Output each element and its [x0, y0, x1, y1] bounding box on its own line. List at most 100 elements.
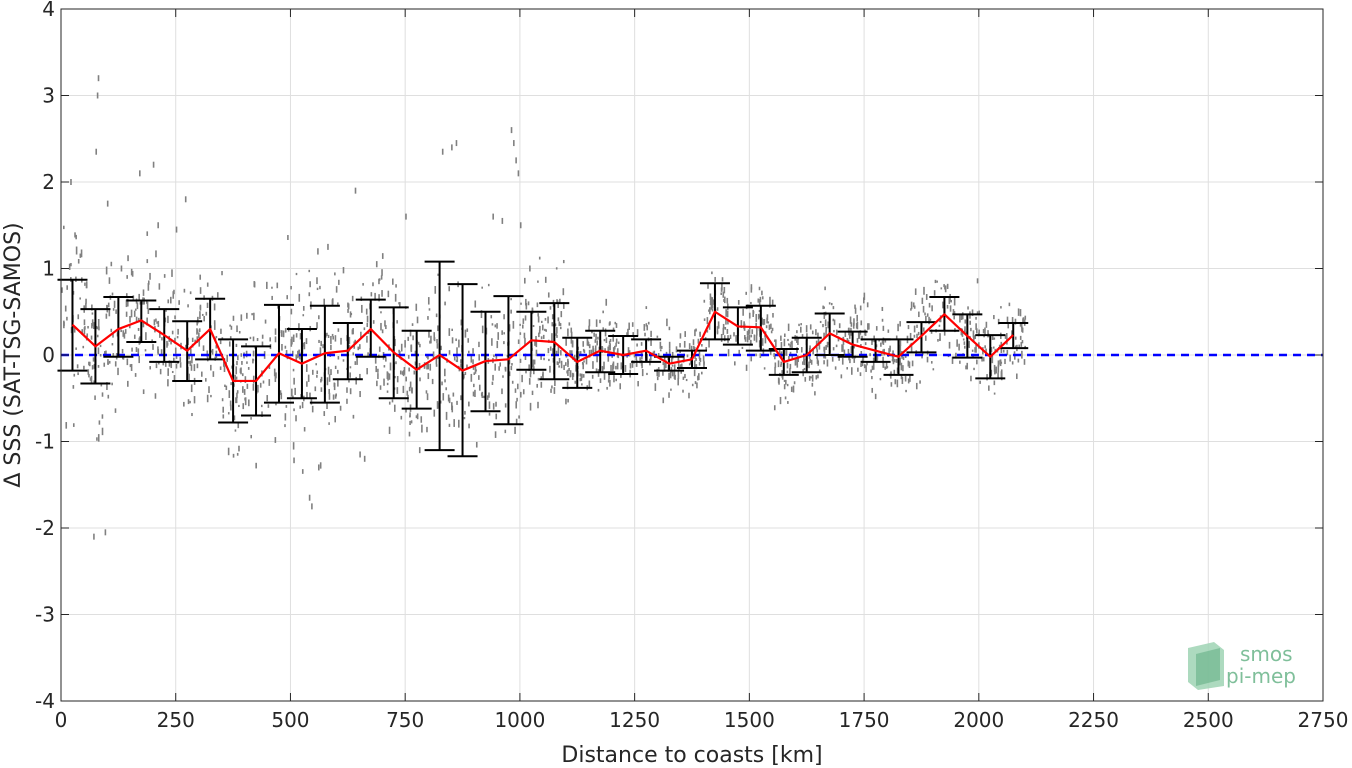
raw-point: [750, 334, 753, 338]
raw-point: [508, 324, 511, 332]
raw-point: [337, 356, 340, 360]
raw-point: [679, 350, 681, 354]
raw-point: [1021, 327, 1024, 333]
raw-point: [330, 369, 332, 375]
raw-point: [124, 329, 127, 334]
raw-point: [722, 327, 725, 335]
raw-point: [857, 367, 859, 372]
raw-point: [442, 393, 445, 401]
raw-point: [77, 258, 80, 264]
raw-point: [128, 324, 131, 329]
raw-point: [495, 413, 498, 420]
raw-point: [944, 285, 947, 293]
raw-point: [537, 377, 540, 381]
raw-point: [992, 346, 995, 349]
raw-point: [633, 354, 636, 358]
raw-point: [599, 378, 602, 383]
raw-point: [108, 309, 111, 317]
raw-point: [725, 318, 727, 325]
raw-point: [468, 350, 470, 354]
raw-point: [595, 333, 597, 340]
raw-point: [810, 376, 812, 379]
raw-point: [828, 302, 831, 305]
raw-point: [101, 392, 104, 397]
raw-point: [696, 382, 698, 389]
x-tick-label: 750: [386, 708, 424, 732]
raw-point: [748, 334, 751, 340]
raw-point: [539, 325, 541, 331]
raw-point: [242, 403, 245, 410]
raw-point: [686, 354, 689, 358]
x-tick-label: 2500: [1183, 708, 1234, 732]
raw-point: [497, 332, 500, 340]
raw-point: [1000, 361, 1003, 364]
raw-point: [997, 318, 1000, 325]
raw-point: [929, 318, 932, 321]
raw-point: [549, 346, 552, 351]
raw-point: [551, 322, 554, 327]
raw-point: [255, 462, 257, 469]
raw-point: [973, 367, 975, 371]
raw-point: [75, 234, 77, 240]
raw-point: [531, 390, 534, 396]
raw-point: [1024, 315, 1027, 320]
raw-point: [559, 323, 562, 327]
raw-point: [352, 414, 355, 419]
raw-point: [874, 393, 877, 400]
raw-point: [237, 355, 239, 361]
raw-point: [428, 331, 430, 338]
raw-point: [198, 339, 201, 347]
raw-point: [677, 371, 680, 380]
raw-point: [98, 420, 101, 425]
raw-point: [897, 323, 899, 332]
raw-point: [295, 354, 298, 361]
raw-point: [876, 354, 879, 359]
raw-point: [695, 328, 697, 332]
raw-point: [824, 286, 826, 291]
raw-point: [792, 385, 795, 393]
raw-point: [492, 374, 494, 381]
raw-point: [380, 311, 382, 314]
raw-point: [703, 318, 706, 321]
raw-point: [663, 354, 666, 361]
raw-point: [377, 373, 379, 379]
raw-point: [435, 313, 438, 318]
raw-point: [650, 354, 652, 361]
raw-point: [488, 412, 491, 416]
raw-point-outlier: [104, 529, 107, 536]
raw-point: [777, 360, 780, 368]
raw-point: [869, 353, 871, 357]
raw-point: [882, 356, 884, 364]
raw-point: [467, 338, 470, 343]
raw-point: [662, 397, 665, 404]
raw-point: [166, 342, 169, 346]
raw-point: [400, 343, 403, 352]
raw-point: [972, 335, 975, 341]
raw-point: [808, 361, 810, 369]
raw-point: [763, 367, 766, 370]
raw-point: [174, 315, 176, 320]
raw-point: [540, 336, 543, 340]
raw-point: [496, 340, 499, 349]
raw-point: [880, 351, 883, 356]
raw-point: [190, 348, 192, 356]
raw-point: [426, 393, 429, 401]
raw-point: [290, 285, 292, 290]
raw-point: [888, 348, 890, 356]
raw-point: [411, 323, 414, 326]
raw-point: [519, 323, 521, 326]
raw-point: [608, 322, 611, 326]
raw-point: [201, 313, 204, 316]
raw-point: [219, 340, 222, 345]
raw-point: [725, 309, 727, 317]
raw-point: [334, 365, 337, 370]
raw-point: [222, 414, 225, 419]
raw-point: [866, 362, 868, 366]
raw-point: [174, 337, 176, 344]
raw-point: [542, 371, 544, 379]
raw-point: [755, 335, 758, 343]
raw-point: [99, 344, 102, 348]
raw-point: [722, 291, 725, 298]
raw-point: [234, 374, 236, 383]
raw-point: [359, 373, 361, 380]
